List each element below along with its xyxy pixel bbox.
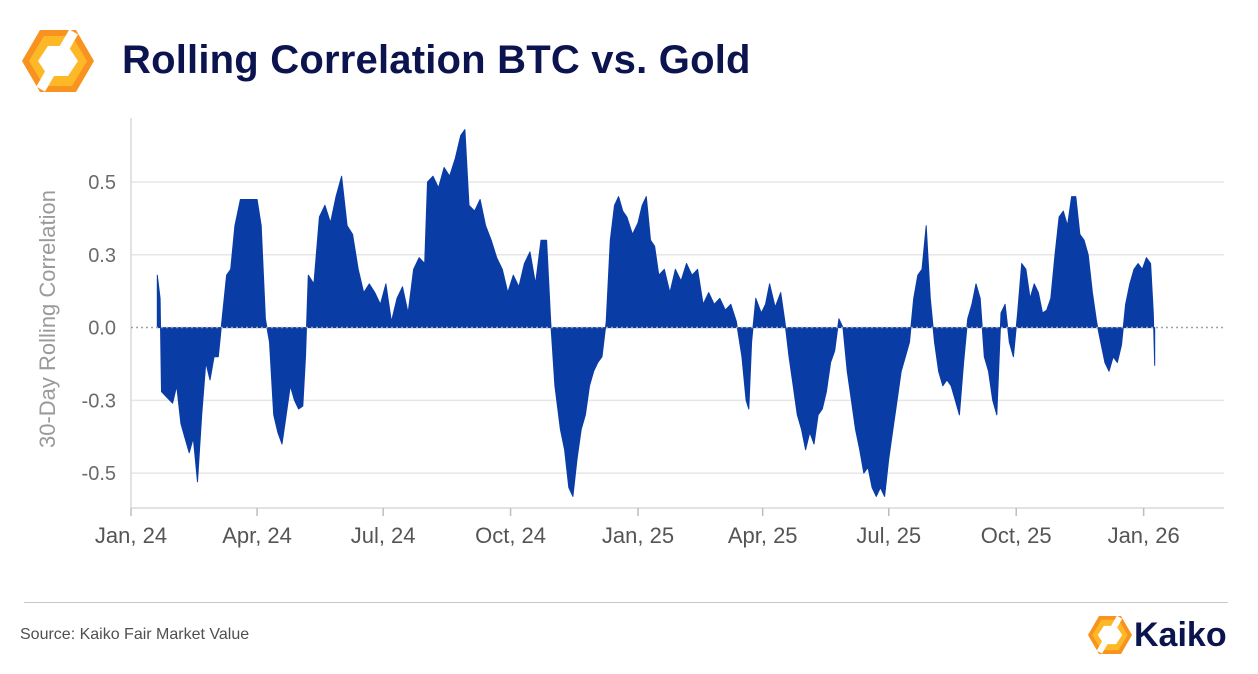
y-axis-ticks: -0.5 -0.3 0.0 0.3 0.5 bbox=[82, 172, 116, 485]
x-tick-label: Jan, 24 bbox=[95, 523, 167, 548]
y-tick-label: -0.5 bbox=[82, 463, 116, 485]
y-tick-label: 0.3 bbox=[88, 245, 116, 267]
correlation-area-series bbox=[156, 129, 1156, 497]
x-tick-label: Jan, 25 bbox=[602, 523, 674, 548]
footer-divider bbox=[24, 602, 1228, 603]
brand-name: Kaiko bbox=[1134, 616, 1227, 654]
y-tick-label: -0.3 bbox=[82, 390, 116, 412]
kaiko-logo-icon bbox=[1088, 615, 1132, 654]
x-tick-label: Jan, 26 bbox=[1108, 523, 1180, 548]
kaiko-logo-icon bbox=[22, 29, 94, 92]
x-axis-ticks: Jan, 24 Apr, 24 Jul, 24 Oct, 24 Jan, 25 Apr, … bbox=[95, 508, 1180, 548]
x-tick-label: Apr, 25 bbox=[728, 523, 798, 548]
y-tick-label: 0.0 bbox=[88, 318, 116, 340]
y-tick-label: 0.5 bbox=[88, 172, 116, 194]
source-note: Source: Kaiko Fair Market Value bbox=[20, 626, 250, 643]
x-tick-label: Jul, 25 bbox=[856, 523, 921, 548]
gridlines bbox=[131, 181, 1224, 474]
x-tick-label: Oct, 25 bbox=[981, 523, 1052, 548]
x-tick-label: Oct, 24 bbox=[475, 523, 546, 548]
x-tick-label: Jul, 24 bbox=[351, 523, 416, 548]
y-axis-label: 30-Day Rolling Correlation bbox=[35, 190, 60, 448]
x-tick-label: Apr, 24 bbox=[222, 523, 292, 548]
brand-logo: Kaiko bbox=[1088, 612, 1238, 658]
chart-title: Rolling Correlation BTC vs. Gold bbox=[122, 38, 751, 82]
correlation-chart: -0.5 -0.3 0.0 0.3 0.5 Jan, 24 Apr, 24 Jul, 24 O… bbox=[35, 118, 1224, 548]
